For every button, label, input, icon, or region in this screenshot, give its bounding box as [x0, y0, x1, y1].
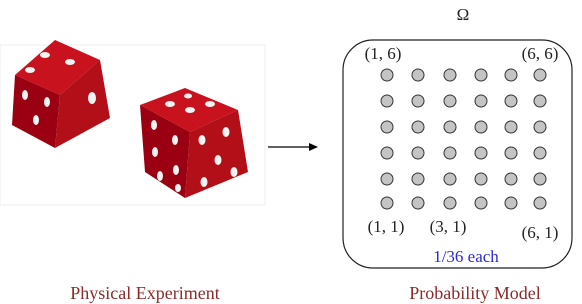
- outcome-dot: [534, 147, 546, 159]
- corner-label: (6, 6): [522, 44, 559, 63]
- outcome-dot: [381, 173, 393, 185]
- outcome-dot: [412, 173, 424, 185]
- outcome-dot: [444, 173, 456, 185]
- outcome-dot: [505, 121, 517, 133]
- outcome-dot: [475, 173, 487, 185]
- outcome-dot: [475, 69, 487, 81]
- corner-label: (1, 6): [365, 44, 402, 63]
- diagram: Ω (1, 6) (6, 6) (1, 1) (3, 1) (6, 1) 1/3…: [0, 0, 582, 304]
- outcome-dot: [505, 173, 517, 185]
- outcome-dot: [534, 121, 546, 133]
- corner-label: (1, 1): [368, 217, 405, 236]
- outcome-dot: [475, 95, 487, 107]
- outcome-dot: [505, 95, 517, 107]
- outcome-dot: [412, 69, 424, 81]
- outcome-dot: [475, 147, 487, 159]
- caption: Probability Model: [409, 283, 541, 303]
- corner-label: (6, 1): [522, 223, 559, 242]
- outcome-dot: [444, 69, 456, 81]
- outcome-dot: [381, 95, 393, 107]
- probability-note: 1/36 each: [433, 247, 499, 266]
- outcome-dot: [534, 69, 546, 81]
- outcome-dot: [444, 197, 456, 209]
- outcome-dot: [381, 121, 393, 133]
- outcome-dot: [381, 197, 393, 209]
- outcome-dot: [534, 197, 546, 209]
- corner-label: (3, 1): [430, 217, 467, 236]
- outcome-dot: [412, 121, 424, 133]
- caption: Physical Experiment: [70, 283, 219, 303]
- outcome-dot: [444, 147, 456, 159]
- omega-label: Ω: [457, 5, 470, 24]
- dice-image: [0, 40, 265, 205]
- outcome-dot: [534, 173, 546, 185]
- outcome-dot: [381, 147, 393, 159]
- outcome-dot: [444, 121, 456, 133]
- outcome-dot: [534, 95, 546, 107]
- arrow: [268, 143, 318, 151]
- outcome-dot: [444, 95, 456, 107]
- outcome-dot: [412, 95, 424, 107]
- outcome-dot: [412, 147, 424, 159]
- outcome-dot: [475, 121, 487, 133]
- outcome-dot: [505, 197, 517, 209]
- outcome-dot: [505, 69, 517, 81]
- outcome-grid: [381, 69, 546, 209]
- outcome-dot: [412, 197, 424, 209]
- outcome-dot: [505, 147, 517, 159]
- outcome-dot: [381, 69, 393, 81]
- outcome-dot: [475, 197, 487, 209]
